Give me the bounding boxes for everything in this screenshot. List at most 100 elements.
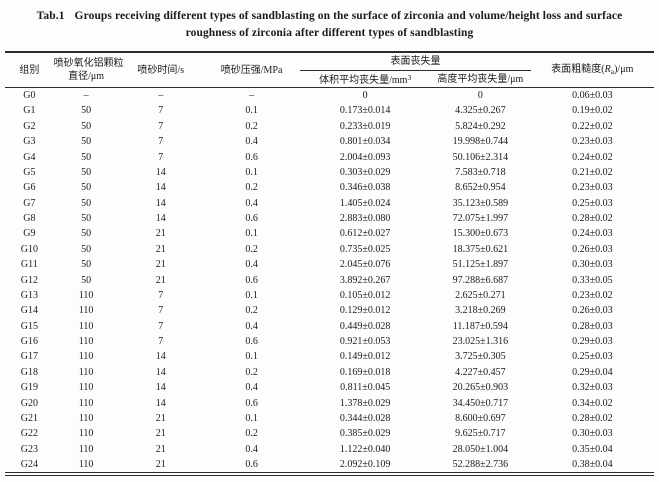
roughness-cell: 0.30±0.03: [572, 428, 613, 440]
time-cell: 14: [155, 397, 166, 409]
group-cell: G16: [20, 336, 38, 347]
caption-line2: roughness of zirconia after different ty…: [185, 27, 474, 39]
roughness-cell: 0.28±0.02: [572, 412, 613, 424]
group-cell: G14: [20, 305, 38, 317]
height-loss-cell: 5.824±0.292: [455, 120, 506, 132]
time-cell: 7: [158, 151, 164, 163]
roughness-cell: 0.32±0.03: [572, 382, 613, 394]
pressure-cell: 0.6: [245, 336, 258, 347]
group-cell: G12: [20, 274, 38, 286]
height-loss-cell: 35.123±0.589: [452, 197, 509, 209]
height-loss-cell: 4.227±0.457: [455, 366, 506, 378]
roughness-cell: 0.25±0.03: [572, 197, 613, 209]
volume-loss-cell: 0.149±0.012: [339, 351, 391, 363]
group-cell: G19: [20, 382, 38, 394]
table-row: G4 50 7 0.6 2.004±0.093 50.106±2.314 0.2…: [5, 150, 654, 165]
roughness-cell: 0.25±0.03: [572, 351, 613, 363]
particle-diameter-cell: 50: [81, 182, 92, 194]
table-row: G18 110 14 0.2 0.169±0.018 4.227±0.457 0…: [5, 365, 654, 380]
table-row: G2 50 7 0.2 0.233±0.019 5.824±0.292 0.22…: [5, 119, 654, 134]
height-loss-cell: 52.288±2.736: [452, 459, 509, 470]
group-cell: G24: [20, 459, 38, 470]
table-row: G5 50 14 0.1 0.303±0.029 7.583±0.718 0.2…: [5, 165, 654, 180]
header-time: 喷砂时间/s: [118, 52, 203, 88]
pressure-cell: 0.6: [245, 397, 258, 409]
time-cell: 21: [155, 228, 166, 240]
pressure-cell: 0.4: [245, 197, 258, 209]
pressure-cell: 0.2: [245, 182, 258, 194]
volume-loss-cell: 0.105±0.012: [339, 289, 391, 301]
table-row: G0 – – – 0 0 0.06±0.03: [5, 88, 654, 104]
particle-diameter-cell: 110: [78, 443, 94, 455]
header-particle-diameter: 喷砂氧化铝颗粒 直径/μm: [53, 52, 124, 88]
pressure-cell: 0.1: [245, 228, 258, 240]
volume-loss-cell: 1.378±0.029: [339, 397, 391, 409]
time-cell: 21: [155, 443, 166, 455]
table-row: G16 110 7 0.6 0.921±0.053 23.025±1.316 0…: [5, 334, 654, 349]
volume-loss-cell: 2.045±0.076: [339, 259, 391, 271]
time-cell: 21: [155, 243, 166, 255]
roughness-cell: 0.30±0.03: [572, 259, 613, 271]
height-loss-cell: 9.625±0.717: [455, 428, 506, 440]
volume-loss-cell: 2.092±0.109: [339, 459, 391, 470]
group-cell: G18: [20, 366, 38, 378]
pressure-cell: 0.2: [245, 428, 258, 440]
height-loss-cell: 8.600±0.697: [455, 412, 506, 424]
group-cell: G5: [23, 166, 36, 178]
table-row: G22 110 21 0.2 0.385±0.029 9.625±0.717 0…: [5, 426, 654, 441]
data-table: 组别 喷砂氧化铝颗粒 直径/μm 喷砂时间/s 喷砂压强/MPa 表面丧失量 表…: [5, 51, 654, 477]
time-cell: 14: [155, 182, 166, 194]
pressure-cell: 0.4: [245, 259, 258, 271]
particle-diameter-cell: 50: [81, 136, 92, 148]
time-cell: 21: [155, 412, 166, 424]
particle-diameter-cell: 110: [78, 336, 94, 347]
time-cell: 7: [158, 320, 164, 332]
group-cell: G13: [20, 289, 38, 301]
roughness-cell: 0.28±0.02: [572, 213, 613, 224]
volume-loss-cell: 1.122±0.040: [339, 443, 391, 455]
group-cell: G21: [20, 412, 38, 424]
pressure-cell: 0.6: [245, 459, 258, 470]
height-loss-cell: 28.050±1.004: [452, 443, 509, 455]
height-loss-cell: 97.288±6.687: [452, 274, 509, 286]
pressure-cell: 0.4: [245, 382, 258, 394]
height-loss-cell: 15.300±0.673: [452, 228, 509, 240]
volume-loss-cell: 0.344±0.028: [339, 412, 391, 424]
particle-diameter-cell: 50: [81, 259, 92, 271]
particle-diameter-cell: –: [83, 90, 89, 101]
time-cell: 21: [155, 459, 166, 470]
particle-diameter-cell: 50: [81, 213, 92, 224]
group-cell: G1: [23, 105, 36, 117]
table-row: G8 50 14 0.6 2.883±0.080 72.075±1.997 0.…: [5, 211, 654, 226]
group-cell: G4: [23, 151, 36, 163]
roughness-cell: 0.19±0.02: [572, 105, 613, 117]
group-cell: G20: [20, 397, 38, 409]
volume-loss-cell: 0.612±0.027: [339, 228, 391, 240]
pressure-cell: 0.2: [245, 305, 258, 317]
group-cell: G22: [20, 428, 38, 440]
pressure-cell: 0.1: [245, 289, 258, 301]
table-row: G6 50 14 0.2 0.346±0.038 8.652±0.954 0.2…: [5, 180, 654, 195]
volume-loss-cell: 3.892±0.267: [339, 274, 391, 286]
group-cell: G7: [23, 197, 36, 209]
table-row: G17 110 14 0.1 0.149±0.012 3.725±0.305 0…: [5, 349, 654, 364]
particle-diameter-cell: 50: [81, 274, 92, 286]
table-row: G23 110 21 0.4 1.122±0.040 28.050±1.004 …: [5, 442, 654, 457]
group-cell: G6: [23, 182, 36, 194]
time-cell: –: [158, 90, 164, 101]
pressure-cell: 0.6: [245, 151, 258, 163]
time-cell: 7: [158, 336, 164, 347]
height-loss-cell: 11.187±0.594: [452, 320, 508, 332]
particle-diameter-cell: 50: [81, 197, 92, 209]
table-row: G7 50 14 0.4 1.405±0.024 35.123±0.589 0.…: [5, 196, 654, 211]
group-cell: G10: [20, 243, 38, 255]
particle-diameter-cell: 110: [78, 412, 94, 424]
table-row: G3 50 7 0.4 0.801±0.034 19.998±0.744 0.2…: [5, 134, 654, 149]
group-cell: G11: [20, 259, 38, 271]
table-row: G9 50 21 0.1 0.612±0.027 15.300±0.673 0.…: [5, 226, 654, 241]
height-loss-cell: 51.125±1.897: [452, 259, 509, 271]
group-cell: G8: [23, 213, 36, 224]
pressure-cell: 0.6: [245, 274, 258, 286]
particle-diameter-cell: 50: [81, 105, 92, 117]
table-header: 组别 喷砂氧化铝颗粒 直径/μm 喷砂时间/s 喷砂压强/MPa 表面丧失量 表…: [5, 52, 654, 88]
